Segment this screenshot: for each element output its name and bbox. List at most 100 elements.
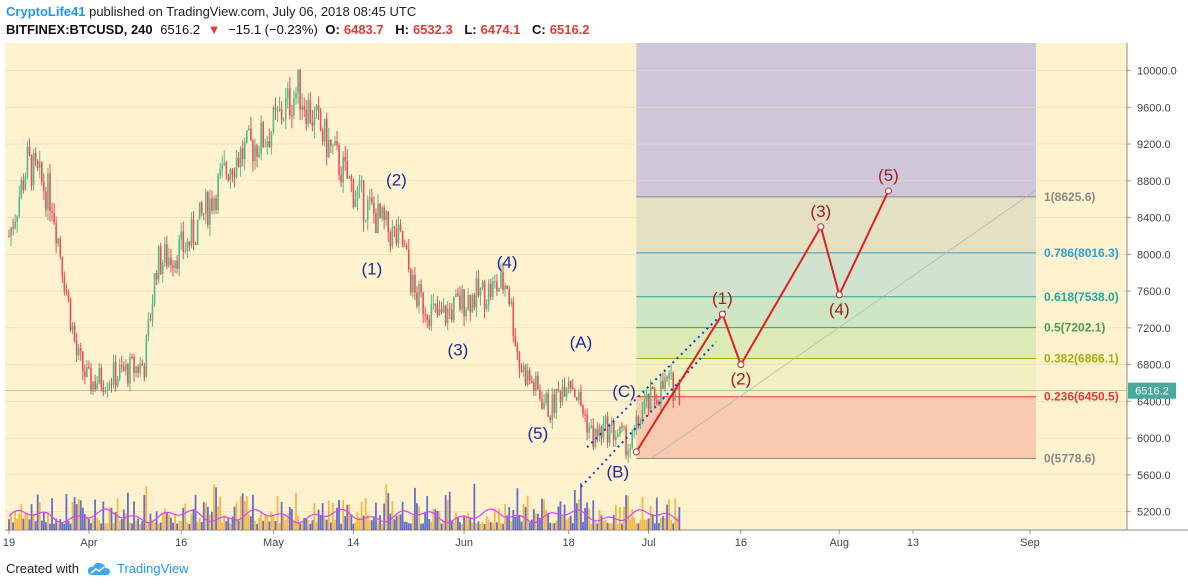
fib-zone [636,252,1037,297]
volume-bar [541,498,543,530]
candle-body [287,88,289,99]
volume-bar [430,521,433,530]
candle-body [500,272,502,289]
candle-body [576,397,578,401]
candle-body [311,122,314,126]
volume-bar [83,513,86,530]
volume-bar [59,519,62,530]
volume-bar [530,519,533,530]
volume-bar [32,514,35,530]
volume-bar [405,521,408,530]
volume-bar [555,520,558,530]
x-tick-label: 14 [347,537,359,549]
volume-bar [444,495,447,530]
candle-body [473,294,476,308]
candle-body [467,295,469,310]
candle-body [401,230,404,246]
candle-body [348,176,351,179]
candle-body [422,292,424,315]
candle-body [235,157,238,177]
candle-body [524,365,527,385]
candle-body [102,386,105,393]
volume-bar [90,523,92,530]
tradingview-brand: TradingView [116,561,189,576]
candle-body [178,239,180,269]
candle-body [12,227,14,229]
author-link[interactable]: CryptoLife41 [6,4,86,19]
symbol-label[interactable]: BITFINEX:BTCUSD, 240 [6,22,153,37]
volume-bar [340,523,342,530]
candle-body [110,383,113,385]
volume-bar [114,512,117,530]
created-with-text: Created with [6,561,79,576]
candle-body [567,380,570,389]
candle-body [215,198,217,210]
candle-body [375,213,377,234]
candle-body [258,153,260,157]
symbol-legend: BITFINEX:BTCUSD, 240 6516.2 ▼ −15.1 (−0.… [6,22,598,37]
volume-bar [163,508,166,530]
volume-bar [10,513,12,530]
candle-body [32,153,35,186]
volume-bar [22,518,25,530]
candle-body [592,425,595,448]
candle-body [297,69,299,93]
candle-body [494,281,496,283]
candle-body [280,108,283,121]
candle-body [668,373,670,379]
volume-bar [8,519,10,530]
volume-bar [666,504,668,530]
candle-body [492,281,494,298]
volume-bar [120,518,123,530]
volume-bar [414,487,416,530]
elliott-wave-label: (C) [612,382,636,401]
volume-bar [309,523,312,530]
candle-body [360,180,363,182]
candle-body [407,249,410,270]
volume-bar [129,522,131,530]
candle-body [213,198,215,211]
volume-bar [455,512,457,530]
volume-bar [342,499,345,530]
candle-body [459,295,461,310]
volume-bar [610,523,613,530]
volume-bar [188,523,191,530]
volume-bar [221,522,224,530]
candle-body [237,157,240,167]
candle-body [625,426,627,456]
candle-body [448,308,451,310]
volume-bar [118,520,121,530]
volume-bar [545,509,547,530]
volume-bar [45,522,47,530]
volume-bar [559,501,562,530]
candle-body [553,394,556,413]
candle-body [621,426,623,428]
tradingview-link[interactable]: TradingView [87,561,189,576]
candle-body [22,180,25,190]
candle-body [71,326,74,331]
y-tick-label: 10000.0 [1137,66,1177,78]
candle-body [315,105,318,110]
volume-bar [528,522,531,530]
candle-body [67,292,70,299]
candle-body [276,109,279,111]
candle-body [356,188,359,199]
volume-bar [645,519,648,530]
candle-body [38,161,41,168]
last-price: 6516.2 [160,22,201,37]
volume-bar [315,522,318,530]
candle-body [475,278,478,308]
candle-body [43,181,45,192]
volume-bar [141,521,144,530]
candle-body [198,202,201,220]
elliott-wave-label: (B) [607,463,630,482]
volume-bar [247,514,250,530]
x-tick-label: 16 [175,537,187,549]
candle-body [446,308,449,324]
volume-bar [307,519,310,530]
candle-body [299,69,301,110]
volume-bar [274,520,277,530]
volume-bar [311,520,314,530]
candle-body [325,118,328,158]
